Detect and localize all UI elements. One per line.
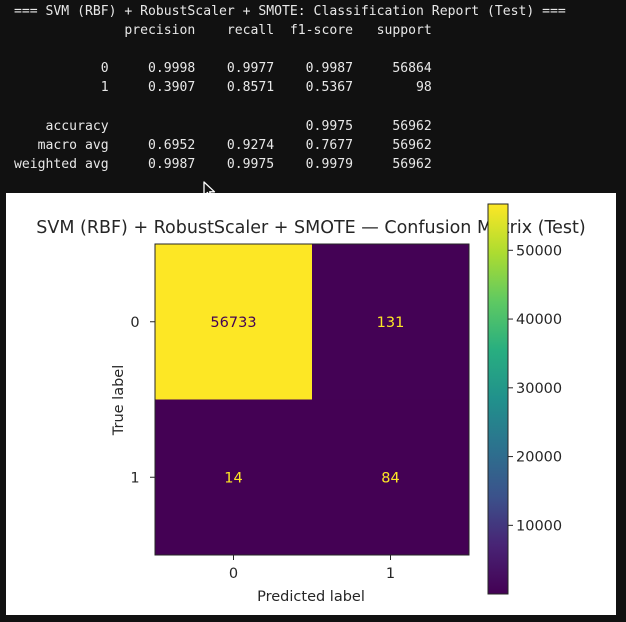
matrix-cell [155, 244, 313, 400]
colorbar-tick-label: 30000 [516, 381, 562, 397]
y-tick-label: 0 [130, 315, 139, 331]
colorbar-tick-label: 50000 [516, 243, 562, 259]
matrix-cell [312, 399, 470, 556]
colorbar-tick-label: 20000 [516, 450, 562, 466]
matrix-cell-label: 14 [224, 470, 242, 486]
matrix-cell-label: 131 [377, 315, 405, 331]
axes-frame [154, 243, 470, 556]
x-tick-label: 0 [229, 566, 238, 582]
x-axis-label: Predicted label [257, 589, 365, 605]
confusion-matrix-chart: 56733 131 14 84 0 1 0 1 SVM (RBF) + RobustSca… [36, 203, 586, 605]
colorbar [487, 203, 509, 595]
confusion-matrix-figure: 56733 131 14 84 0 1 0 1 SVM (RBF) + RobustSca… [6, 193, 616, 615]
colorbar-tick-label: 40000 [516, 312, 562, 328]
colorbar-tick-label: 10000 [516, 518, 562, 534]
matrix-cell [155, 399, 313, 556]
matrix-cell-label: 84 [381, 470, 399, 486]
chart-title: SVM (RBF) + RobustScaler + SMOTE — Confu… [36, 218, 585, 238]
y-axis-label: True label [111, 365, 127, 436]
y-tick-label: 1 [130, 470, 139, 486]
matrix-cell-label: 56733 [210, 315, 256, 331]
console-output: === SVM (RBF) + RobustScaler + SMOTE: Cl… [0, 0, 626, 200]
classification-report: === SVM (RBF) + RobustScaler + SMOTE: Cl… [14, 4, 566, 172]
matrix-cell [312, 244, 470, 400]
x-tick-label: 1 [386, 566, 395, 582]
